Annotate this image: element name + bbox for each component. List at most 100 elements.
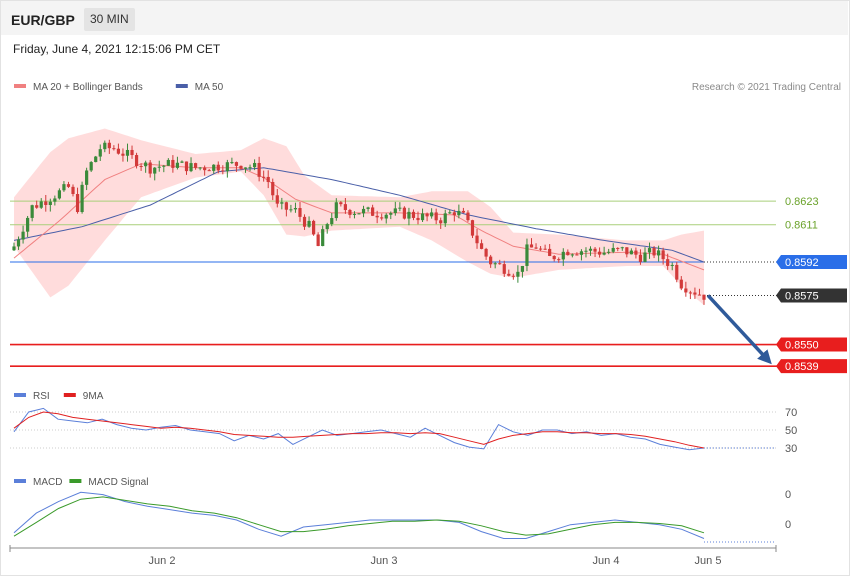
candle-body <box>53 198 57 202</box>
candle-body <box>262 176 266 178</box>
candle-body <box>484 248 488 257</box>
candle-body <box>89 162 93 171</box>
candle-body <box>85 170 89 185</box>
x-tick-label: Jun 3 <box>371 555 398 567</box>
candle-body <box>516 271 520 277</box>
candle-body <box>26 217 30 232</box>
candle-body <box>425 213 429 217</box>
candle-body <box>352 213 357 215</box>
candle-body <box>80 184 84 213</box>
candle-body <box>16 239 21 247</box>
bollinger-band <box>14 128 704 306</box>
candle-body <box>702 294 706 300</box>
candle-body <box>675 264 679 280</box>
candle-body <box>402 207 406 219</box>
candle-body <box>602 252 606 255</box>
candle-body <box>452 212 456 216</box>
candle-body <box>243 167 248 169</box>
candle-body <box>134 155 139 167</box>
rsi-legend-label-0: RSI <box>33 391 50 402</box>
candle-body <box>493 263 497 265</box>
candle-body <box>448 212 452 214</box>
candle-body <box>697 294 702 296</box>
candle-body <box>693 292 697 295</box>
candle-body <box>316 234 320 247</box>
candle-body <box>430 212 434 217</box>
candle-body <box>207 170 211 172</box>
candle-body <box>35 205 39 208</box>
candle-body <box>203 167 207 171</box>
rsi-legend-swatch-0 <box>14 393 26 397</box>
candle-body <box>584 250 588 252</box>
candle-body <box>21 231 25 240</box>
candle-body <box>230 162 234 164</box>
candle-body <box>75 194 80 213</box>
candle-body <box>439 220 443 224</box>
candle-body <box>593 248 597 252</box>
rsi-ma-line <box>13 411 705 449</box>
candle-body <box>534 247 538 249</box>
ma50-line <box>13 167 705 263</box>
legend-label-0: MA 20 + Bollinger Bands <box>33 82 143 93</box>
candle-body <box>348 209 352 215</box>
candle-body <box>498 263 502 265</box>
candle-body <box>157 166 161 168</box>
candle-body <box>302 216 307 227</box>
macd-panel: MACD MACD Signal 0 0 <box>13 477 791 543</box>
candle-body <box>144 162 148 167</box>
candle-body <box>661 250 665 260</box>
candle-body <box>239 165 243 169</box>
candle-body <box>575 254 579 256</box>
candle-body <box>620 247 624 249</box>
candle-body <box>212 164 216 171</box>
candle-body <box>312 220 316 235</box>
rsi-line <box>13 407 705 451</box>
candle-body <box>543 248 547 250</box>
macd-signal-line <box>13 496 705 537</box>
candle-body <box>489 256 493 265</box>
candle-body <box>552 255 556 260</box>
copyright-text: Research © 2021 Trading Central <box>692 82 841 93</box>
candle-body <box>666 259 670 266</box>
price-tag-label: 0.8539 <box>785 361 819 373</box>
date-text: Friday, June 4, 2021 12:15:06 PM CET <box>13 42 221 56</box>
candle-body <box>416 217 420 221</box>
candle-body <box>252 162 257 168</box>
ma20-line <box>13 163 705 271</box>
candle-body <box>343 204 347 210</box>
macd-tick-label: 0 <box>785 489 791 501</box>
candle-body <box>339 202 343 205</box>
candle-body <box>171 159 175 168</box>
candle-body <box>679 279 683 289</box>
candle-body <box>103 142 107 150</box>
candle-body <box>375 215 379 218</box>
legend-swatch-1 <box>175 84 188 88</box>
rsi-legend-swatch-1 <box>63 393 76 397</box>
candle-body <box>570 254 574 256</box>
candle-body <box>221 170 225 172</box>
macd-tick-label: 0 <box>785 519 791 531</box>
candle-body <box>647 248 652 253</box>
candle-body <box>638 254 643 262</box>
candle-body <box>670 264 674 266</box>
candle-body <box>234 162 239 166</box>
candle-body <box>634 250 638 255</box>
candle-body <box>280 202 284 204</box>
timeframe-badge[interactable]: 30 MIN <box>84 8 135 31</box>
candle-body <box>475 235 479 244</box>
candle-body <box>502 264 506 274</box>
candle-body <box>366 207 370 209</box>
candle-body <box>566 251 570 256</box>
candle-body <box>657 250 661 256</box>
candle-body <box>579 251 584 255</box>
candle-body <box>98 149 102 157</box>
candle-body <box>520 265 525 272</box>
candle-body <box>139 166 143 168</box>
candle-body <box>107 142 111 149</box>
candle-body <box>616 247 620 249</box>
candle-body <box>148 162 152 174</box>
price-tag-label: 0.8575 <box>785 290 819 302</box>
candle-body <box>557 259 561 261</box>
candle-body <box>398 207 402 209</box>
candle-body <box>298 208 302 217</box>
